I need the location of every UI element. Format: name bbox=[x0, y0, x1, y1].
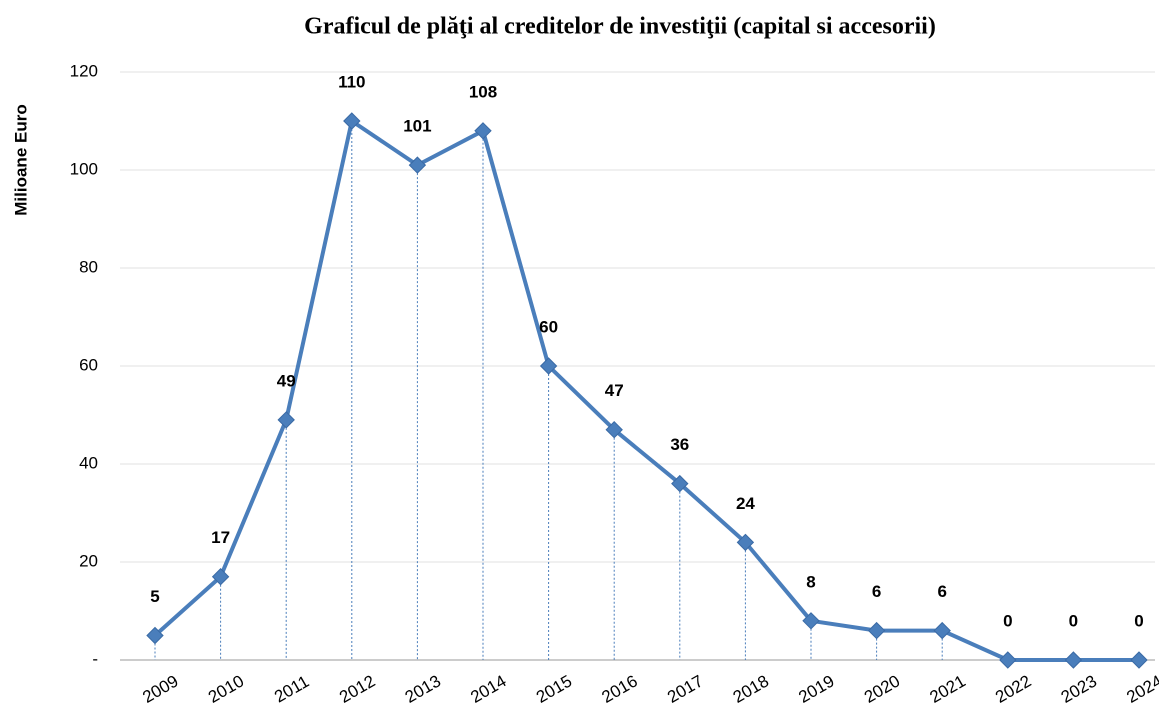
chart-title: Graficul de plăţi al creditelor de inves… bbox=[304, 14, 936, 40]
y-tick-label: 60 bbox=[79, 355, 98, 374]
data-label: 8 bbox=[806, 572, 815, 591]
marker bbox=[867, 621, 886, 640]
data-label: 60 bbox=[539, 317, 558, 336]
data-label: 49 bbox=[277, 371, 296, 390]
data-label: 24 bbox=[736, 494, 755, 513]
x-tick-label: 2023 bbox=[1058, 671, 1100, 706]
x-tick-label: 2024 bbox=[1123, 671, 1159, 706]
marker bbox=[1130, 651, 1148, 669]
y-tick-label: - bbox=[92, 649, 98, 668]
marker bbox=[408, 156, 427, 174]
x-tick-label: 2013 bbox=[402, 671, 444, 706]
x-tick-label: 2009 bbox=[139, 671, 181, 706]
marker bbox=[539, 357, 558, 375]
x-tick-label: 2021 bbox=[927, 671, 969, 706]
x-tick-label: 2017 bbox=[664, 671, 706, 706]
data-label: 6 bbox=[937, 582, 946, 601]
y-tick-label: 80 bbox=[79, 257, 98, 276]
x-tick-label: 2016 bbox=[599, 671, 641, 706]
marker bbox=[277, 411, 295, 429]
line bbox=[153, 119, 1139, 662]
x-tick-label: 2022 bbox=[992, 671, 1034, 706]
data-label: 17 bbox=[211, 528, 230, 547]
marker bbox=[999, 651, 1017, 669]
x-tick-label: 2018 bbox=[730, 671, 772, 706]
marker bbox=[933, 621, 951, 640]
marker bbox=[343, 112, 361, 130]
x-tick-label: 2012 bbox=[336, 671, 378, 706]
marker bbox=[802, 612, 820, 630]
marker bbox=[146, 626, 164, 645]
y-tick-label: 120 bbox=[70, 61, 98, 80]
x-tick-label: 2014 bbox=[467, 671, 509, 706]
y-tick-label: 20 bbox=[79, 551, 98, 570]
data-label: 0 bbox=[1003, 611, 1012, 630]
marker bbox=[671, 474, 689, 493]
data-label: 0 bbox=[1069, 611, 1078, 630]
data-label: 110 bbox=[338, 72, 365, 91]
marker bbox=[736, 533, 755, 552]
data-label: 101 bbox=[403, 117, 431, 136]
data-label: 108 bbox=[469, 82, 497, 101]
x-tick-label: 2011 bbox=[271, 672, 312, 707]
x-tick-label: 2019 bbox=[795, 671, 837, 706]
marker bbox=[1064, 651, 1083, 669]
x-tick-label: 2010 bbox=[205, 671, 247, 706]
data-label: 5 bbox=[150, 587, 159, 606]
data-label: 36 bbox=[670, 435, 689, 454]
y-tick-label: 100 bbox=[70, 159, 98, 178]
marker bbox=[605, 420, 623, 439]
y-tick-label: 40 bbox=[79, 453, 98, 472]
y-axis-label: Milioane Euro bbox=[11, 104, 30, 215]
data-label: 47 bbox=[605, 381, 624, 400]
x-tick-label: 2020 bbox=[861, 671, 903, 706]
x-tick-label: 2015 bbox=[533, 671, 575, 706]
marker bbox=[211, 567, 230, 586]
marker bbox=[474, 122, 492, 140]
data-label: 0 bbox=[1134, 611, 1143, 630]
data-label: 6 bbox=[872, 582, 881, 601]
